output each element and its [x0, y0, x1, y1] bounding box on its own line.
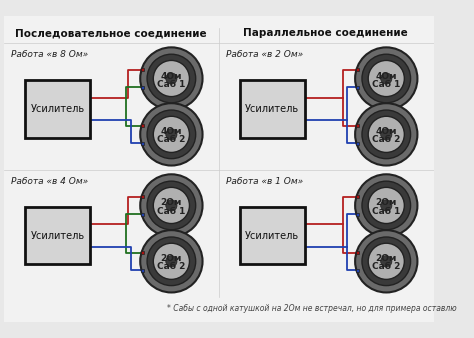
Circle shape	[166, 129, 177, 140]
Circle shape	[362, 181, 410, 230]
Circle shape	[381, 256, 392, 267]
Bar	[356, 195, 359, 198]
Circle shape	[153, 116, 190, 152]
Text: 4Ом: 4Ом	[375, 127, 397, 136]
Circle shape	[147, 181, 196, 230]
Circle shape	[355, 174, 418, 237]
Circle shape	[362, 237, 410, 286]
Text: 4Ом: 4Ом	[375, 72, 397, 80]
Bar	[25, 207, 90, 264]
Bar	[356, 68, 359, 71]
Circle shape	[140, 47, 202, 110]
Text: Саб 1: Саб 1	[157, 207, 186, 216]
Circle shape	[166, 73, 177, 84]
Bar	[141, 86, 144, 89]
Circle shape	[368, 116, 404, 152]
Text: 2Ом: 2Ом	[375, 198, 397, 208]
Bar	[356, 86, 359, 89]
Circle shape	[368, 187, 404, 223]
Bar	[356, 124, 359, 127]
Circle shape	[153, 187, 190, 223]
Bar	[141, 195, 144, 198]
Bar	[141, 213, 144, 216]
Circle shape	[147, 110, 196, 159]
Circle shape	[355, 230, 418, 292]
Bar	[240, 207, 305, 264]
Bar	[356, 251, 359, 254]
Text: Работа «в 1 Ом»: Работа «в 1 Ом»	[226, 177, 303, 186]
Circle shape	[368, 243, 404, 280]
Text: Саб 1: Саб 1	[372, 80, 401, 89]
Text: 4Ом: 4Ом	[161, 72, 182, 80]
Text: Последовательное соединение: Последовательное соединение	[15, 28, 207, 39]
Text: Работа «в 4 Ом»: Работа «в 4 Ом»	[11, 177, 88, 186]
Text: Параллельное соединение: Параллельное соединение	[243, 28, 408, 39]
Circle shape	[381, 129, 392, 140]
Text: 2Ом: 2Ом	[161, 198, 182, 208]
Text: Саб 1: Саб 1	[372, 207, 401, 216]
Circle shape	[381, 200, 392, 211]
Circle shape	[140, 230, 202, 292]
Bar	[356, 268, 359, 271]
Circle shape	[153, 61, 190, 97]
Text: * Сабы с одной катушкой на 2Ом не встречал, но для примера оставлю: * Сабы с одной катушкой на 2Ом не встреч…	[167, 304, 457, 313]
Circle shape	[153, 243, 190, 280]
Text: Усилитель: Усилитель	[246, 104, 300, 114]
Text: Саб 2: Саб 2	[372, 262, 401, 271]
Circle shape	[362, 54, 410, 103]
Circle shape	[140, 174, 202, 237]
Text: Саб 2: Саб 2	[372, 136, 401, 144]
Text: Саб 2: Саб 2	[157, 262, 186, 271]
Circle shape	[166, 256, 177, 267]
Text: Усилитель: Усилитель	[30, 231, 84, 241]
Text: Усилитель: Усилитель	[30, 104, 84, 114]
Circle shape	[381, 73, 392, 84]
Circle shape	[368, 61, 404, 97]
Text: Саб 2: Саб 2	[157, 136, 186, 144]
Bar	[141, 251, 144, 254]
Text: 4Ом: 4Ом	[161, 127, 182, 136]
Bar	[25, 80, 90, 138]
Bar	[141, 124, 144, 127]
Bar	[141, 268, 144, 271]
Circle shape	[166, 200, 177, 211]
Bar	[240, 80, 305, 138]
Bar	[356, 213, 359, 216]
Text: Усилитель: Усилитель	[246, 231, 300, 241]
Text: 2Ом: 2Ом	[375, 254, 397, 263]
Circle shape	[362, 110, 410, 159]
Text: Работа «в 2 Ом»: Работа «в 2 Ом»	[226, 50, 303, 59]
Bar	[141, 142, 144, 145]
Bar	[141, 68, 144, 71]
Text: 2Ом: 2Ом	[161, 254, 182, 263]
Circle shape	[147, 54, 196, 103]
Circle shape	[355, 103, 418, 166]
Circle shape	[147, 237, 196, 286]
Circle shape	[140, 103, 202, 166]
Circle shape	[355, 47, 418, 110]
Bar	[356, 142, 359, 145]
Text: Саб 1: Саб 1	[157, 80, 186, 89]
Text: Работа «в 8 Ом»: Работа «в 8 Ом»	[11, 50, 88, 59]
